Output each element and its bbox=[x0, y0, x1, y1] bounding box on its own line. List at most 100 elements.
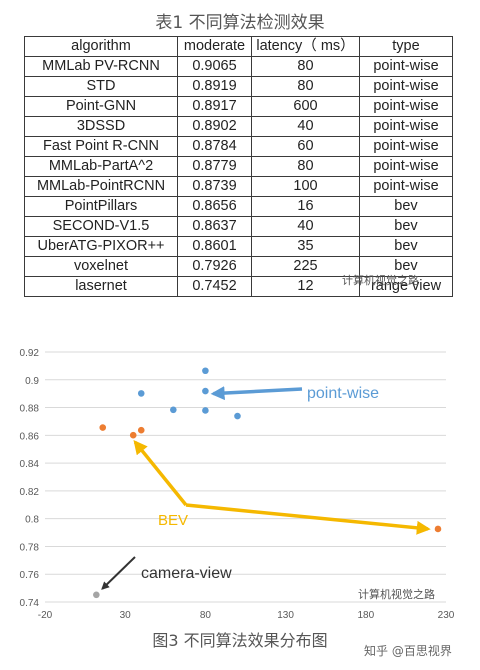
data-point bbox=[234, 412, 241, 420]
table-cell: point-wise bbox=[359, 136, 453, 157]
table-row: lasernet 0.7452 12 range view bbox=[24, 276, 453, 297]
table-body: MMLab PV-RCNN 0.9065 80 point-wise STD 0.8919… bbox=[24, 56, 453, 297]
table-cell: 0.8601 bbox=[177, 236, 252, 257]
annotation-label: BEV bbox=[158, 512, 188, 529]
table-cell: bev bbox=[359, 236, 453, 257]
camera-view-arrow bbox=[101, 556, 136, 590]
table-cell: point-wise bbox=[359, 116, 453, 137]
table-cell: MMLab-PartA^2 bbox=[24, 156, 178, 177]
x-tick-label: 30 bbox=[120, 610, 132, 620]
watermark-table: 计算机视觉之路 bbox=[342, 274, 419, 287]
annotation-label: camera-view bbox=[141, 565, 232, 582]
table-cell: 0.8637 bbox=[177, 216, 252, 237]
table-header-cell: algorithm bbox=[24, 36, 178, 57]
y-tick-label: 0.78 bbox=[20, 542, 40, 553]
table-cell: point-wise bbox=[359, 76, 453, 97]
table-cell: UberATG-PIXOR++ bbox=[24, 236, 178, 257]
data-point bbox=[99, 424, 107, 431]
data-point bbox=[137, 426, 145, 434]
watermark-corner: 知乎 @百思视界 bbox=[364, 644, 452, 658]
table-cell: 40 bbox=[251, 216, 360, 237]
table-header-cell: type bbox=[359, 36, 453, 57]
y-tick-label: 0.76 bbox=[20, 570, 40, 581]
table-row: Point-GNN 0.8917 600 point-wise bbox=[24, 96, 453, 117]
table-cell: MMLab-PointRCNN bbox=[24, 176, 178, 197]
y-tick-label: 0.88 bbox=[20, 404, 40, 415]
y-tick-label: 0.86 bbox=[20, 431, 40, 442]
table-cell: 600 bbox=[251, 96, 360, 117]
table-cell: 0.8917 bbox=[177, 96, 252, 117]
figure-caption: 图3 不同算法效果分布图 bbox=[152, 631, 328, 650]
table-cell: Point-GNN bbox=[24, 96, 178, 117]
table-header-row: algorithm moderate latency（ ms） type bbox=[24, 36, 453, 57]
table-cell: 35 bbox=[251, 236, 360, 257]
table-cell: 0.7926 bbox=[177, 256, 252, 277]
data-point bbox=[202, 367, 209, 375]
table-cell: 3DSSD bbox=[24, 116, 178, 137]
table-cell: 0.9065 bbox=[177, 56, 252, 77]
table-row: MMLab-PointRCNN 0.8739 100 point-wise bbox=[24, 176, 453, 197]
table-row: UberATG-PIXOR++ 0.8601 35 bev bbox=[24, 236, 453, 257]
table-cell: SECOND-V1.5 bbox=[24, 216, 178, 237]
x-tick-label: -20 bbox=[38, 610, 53, 620]
data-point bbox=[170, 406, 177, 414]
table-cell: 100 bbox=[251, 176, 360, 197]
table-cell: 0.8739 bbox=[177, 176, 252, 197]
watermark-chart: 计算机视觉之路 bbox=[358, 588, 435, 601]
bev-arrow bbox=[185, 503, 431, 535]
table-cell: MMLab PV-RCNN bbox=[24, 56, 178, 77]
table-row: PointPillars 0.8656 16 bev bbox=[24, 196, 453, 217]
table-row: MMLab PV-RCNN 0.9065 80 point-wise bbox=[24, 56, 453, 77]
table-cell: STD bbox=[24, 76, 178, 97]
table-cell: 60 bbox=[251, 136, 360, 157]
table-cell: 12 bbox=[251, 276, 360, 297]
y-tick-label: 0.9 bbox=[25, 376, 39, 387]
y-tick-label: 0.8 bbox=[25, 515, 39, 526]
x-tick-label: 180 bbox=[357, 610, 374, 620]
table-cell: Fast Point R-CNN bbox=[24, 136, 178, 157]
data-point bbox=[129, 431, 137, 439]
table-cell: PointPillars bbox=[24, 196, 178, 217]
table-header-cell: latency（ ms） bbox=[251, 36, 360, 57]
table-caption: 表1 不同算法检测效果 bbox=[155, 13, 325, 33]
table-cell: point-wise bbox=[359, 156, 453, 177]
table-cell: 0.8784 bbox=[177, 136, 252, 157]
x-tick-label: 230 bbox=[438, 610, 455, 620]
table-cell: voxelnet bbox=[24, 256, 178, 277]
table-cell: lasernet bbox=[24, 276, 178, 297]
table-cell: 16 bbox=[251, 196, 360, 217]
table-row: 3DSSD 0.8902 40 point-wise bbox=[24, 116, 453, 137]
table-cell: 40 bbox=[251, 116, 360, 137]
data-point bbox=[202, 387, 209, 395]
table-cell: 80 bbox=[251, 56, 360, 77]
table-cell: bev bbox=[359, 216, 453, 237]
data-point bbox=[137, 390, 145, 397]
table-cell: 0.8919 bbox=[177, 76, 252, 97]
x-tick-label: 130 bbox=[277, 610, 294, 620]
x-tick-label: 80 bbox=[200, 610, 212, 620]
table-row: Fast Point R-CNN 0.8784 60 point-wise bbox=[24, 136, 453, 157]
scatter-chart: 0.74 0.76 0.78 0.8 0.82 0.84 0.86 0.88 0.9 0.92 -2… bbox=[20, 348, 455, 620]
table-cell: point-wise bbox=[359, 176, 453, 197]
table-cell: bev bbox=[359, 196, 453, 217]
table-cell: 0.8902 bbox=[177, 116, 252, 137]
y-tick-label: 0.92 bbox=[20, 348, 40, 359]
table-row: STD 0.8919 80 point-wise bbox=[24, 76, 453, 97]
table-cell: 0.7452 bbox=[177, 276, 252, 297]
table-cell: 80 bbox=[251, 76, 360, 97]
table-row: SECOND-V1.5 0.8637 40 bev bbox=[24, 216, 453, 237]
data-point bbox=[202, 407, 209, 414]
y-tick-label: 0.84 bbox=[20, 459, 40, 470]
table-row: MMLab-PartA^2 0.8779 80 point-wise bbox=[24, 156, 453, 177]
table-header-cell: moderate bbox=[177, 36, 252, 57]
table-cell: 0.8779 bbox=[177, 156, 252, 177]
table-cell: 80 bbox=[251, 156, 360, 177]
bev-arrow bbox=[133, 440, 188, 507]
table-cell: point-wise bbox=[359, 56, 453, 77]
table-cell: 0.8656 bbox=[177, 196, 252, 217]
table-cell: point-wise bbox=[359, 96, 453, 117]
results-table: algorithm moderate latency（ ms） type MMLab … bbox=[24, 36, 453, 297]
data-point bbox=[434, 525, 442, 533]
y-tick-label: 0.82 bbox=[20, 487, 40, 498]
point-wise-arrow bbox=[210, 386, 303, 401]
